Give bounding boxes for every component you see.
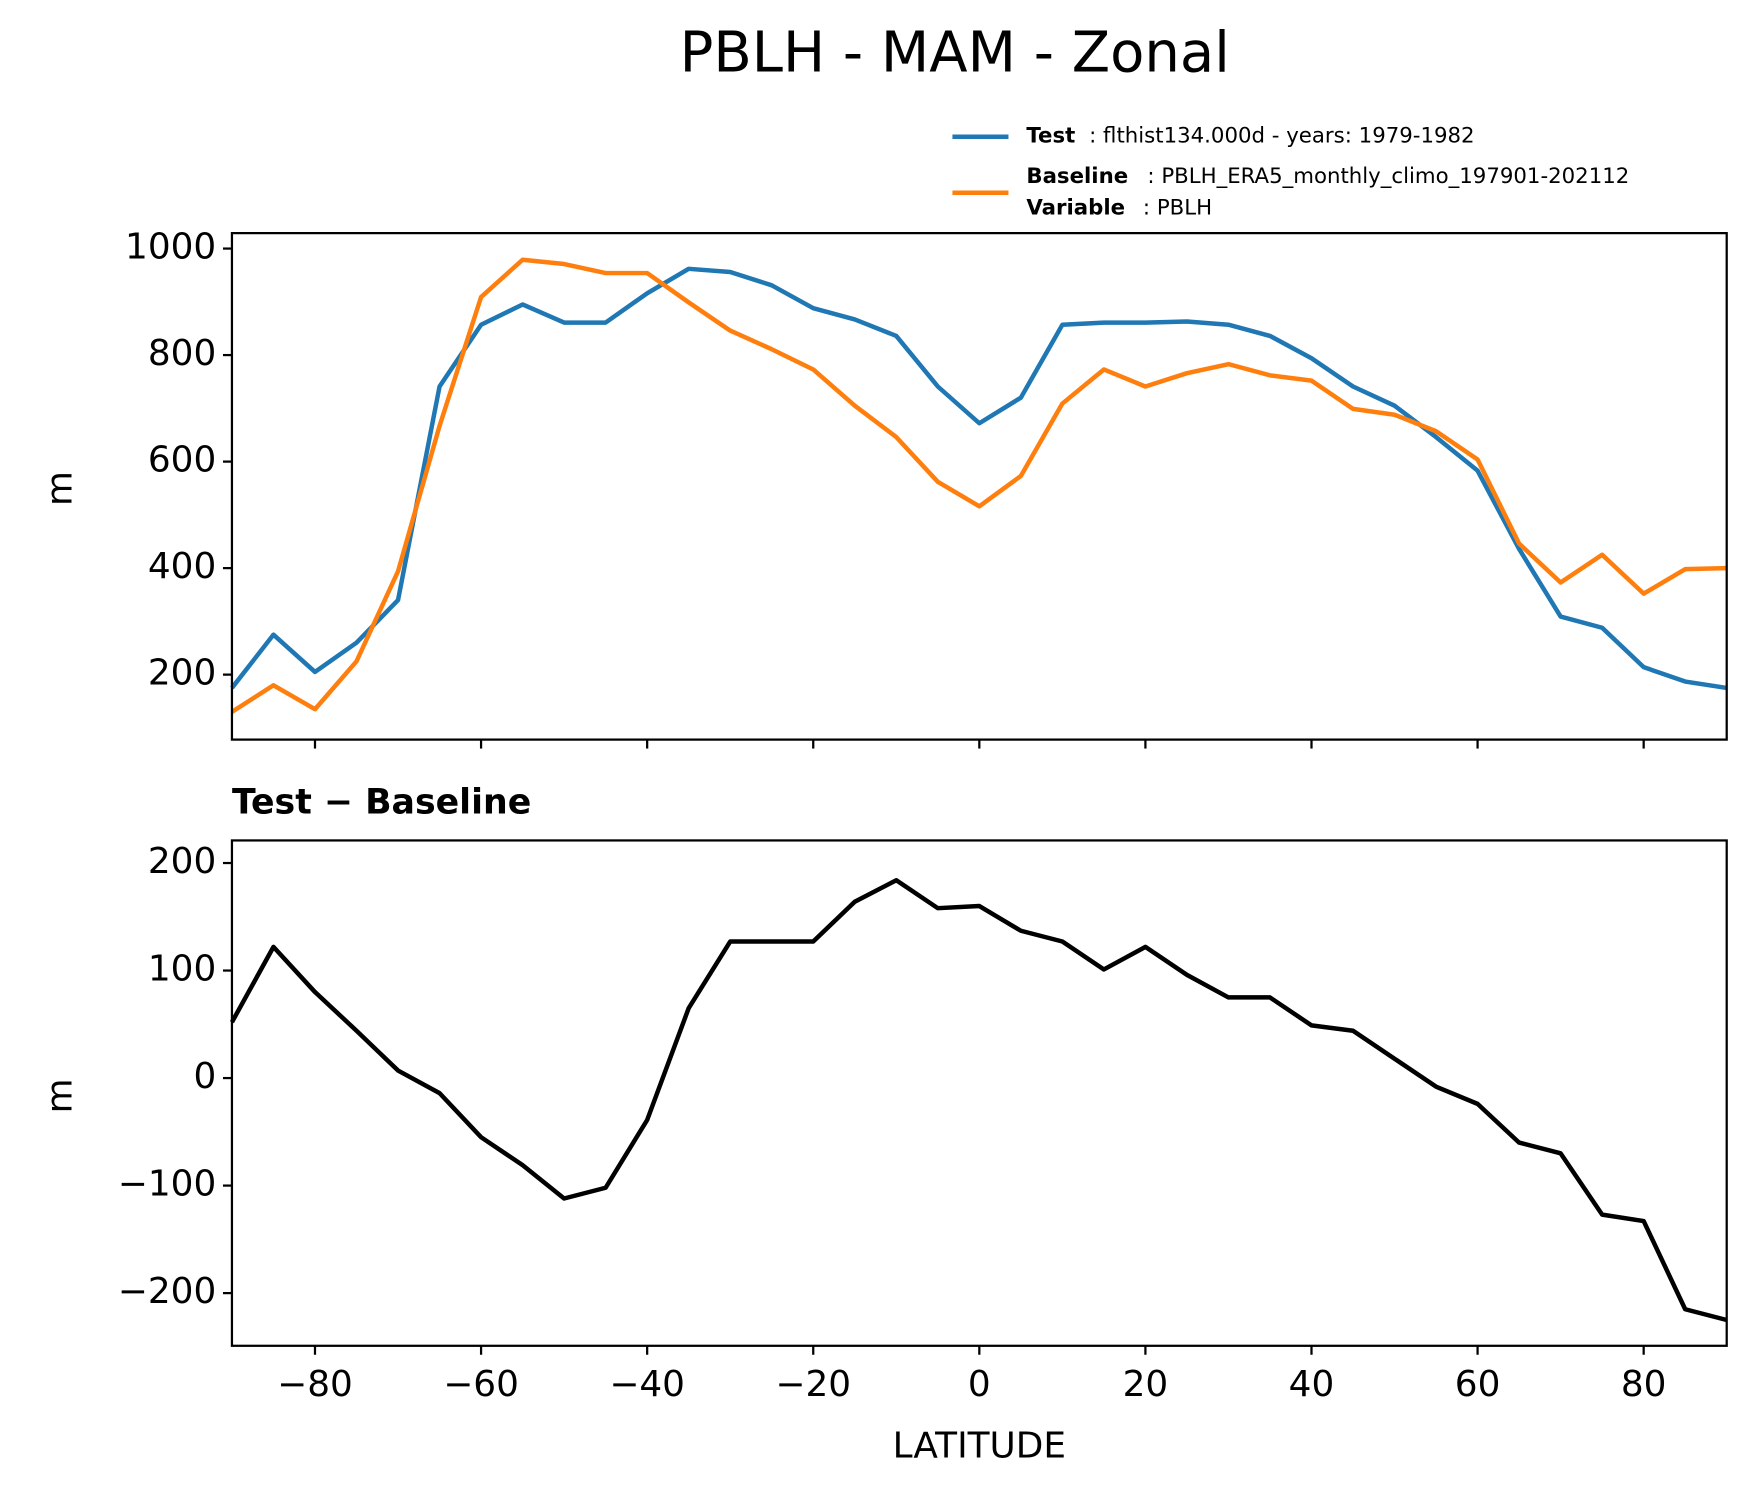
y-axis-label: m xyxy=(40,471,81,506)
legend-label: Test xyxy=(1026,124,1075,149)
y-tick-label: 100 xyxy=(148,949,216,990)
x-tick-label: −20 xyxy=(775,1364,851,1405)
y-tick-label: 1000 xyxy=(125,227,216,268)
x-axis-label: LATITUDE xyxy=(893,1426,1066,1467)
subplot-title: Test − Baseline xyxy=(232,782,531,822)
legend-label: Baseline xyxy=(1026,164,1128,189)
legend: Test : flthist134.000d - years: 1979-198… xyxy=(1026,124,1629,221)
data-line xyxy=(229,877,1728,1323)
y-tick-label: −100 xyxy=(118,1164,216,1205)
y-tick-label: 200 xyxy=(148,653,216,694)
y-tick-label: 200 xyxy=(148,841,216,882)
data-line xyxy=(230,257,1727,714)
chart-title: PBLH - MAM - Zonal xyxy=(680,21,1230,86)
x-tick-label: 80 xyxy=(1621,1364,1667,1405)
y-tick-label: 400 xyxy=(148,546,216,587)
x-tick-label: 40 xyxy=(1289,1364,1335,1405)
legend-text: : PBLH xyxy=(1143,195,1212,220)
y-tick-label: −200 xyxy=(118,1271,216,1312)
data-line xyxy=(230,266,1728,691)
plot-frame xyxy=(230,839,1728,1347)
legend-text: : PBLH_ERA5_monthly_climo_197901-202112 xyxy=(1147,164,1629,189)
legend-label: Variable xyxy=(1026,195,1125,220)
y-tick-label: 0 xyxy=(193,1056,216,1097)
y-tick-label: 600 xyxy=(148,440,216,481)
x-tick-label: −40 xyxy=(609,1364,685,1405)
x-tick-label: −60 xyxy=(443,1364,519,1405)
y-axis-label: m xyxy=(40,1078,81,1113)
x-tick-label: 60 xyxy=(1455,1364,1501,1405)
x-tick-label: −80 xyxy=(277,1364,353,1405)
legend-text: : flthist134.000d - years: 1979-1982 xyxy=(1089,124,1474,149)
x-tick-label: 0 xyxy=(968,1364,991,1405)
y-tick-label: 800 xyxy=(148,333,216,374)
plot-frame xyxy=(230,232,1728,741)
x-tick-label: 20 xyxy=(1123,1364,1169,1405)
